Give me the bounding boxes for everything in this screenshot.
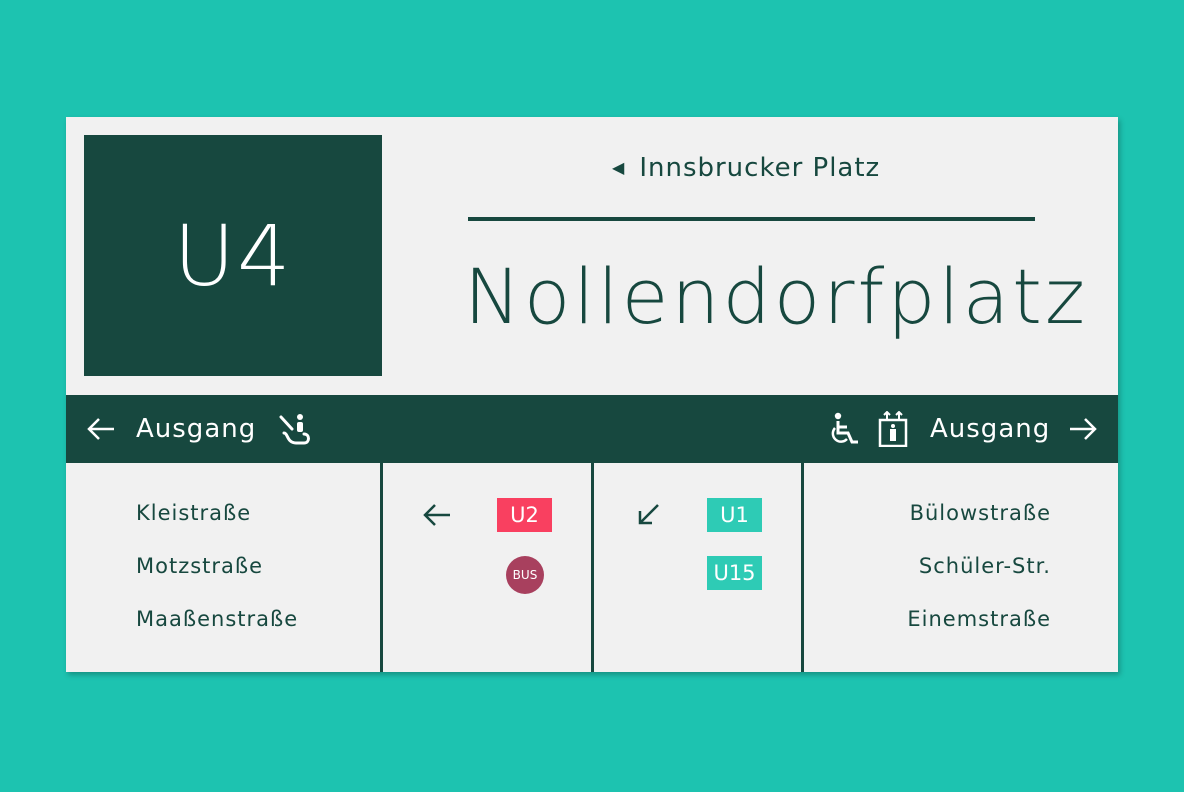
arrow-left-icon	[86, 395, 116, 463]
elevator-icon	[878, 395, 908, 463]
station-name: Nollendorfplatz	[464, 252, 1088, 341]
column-divider	[380, 463, 383, 672]
street-right: Einemstraße	[907, 607, 1051, 631]
line-badge-u15: U15	[707, 556, 762, 590]
direction-text: Innsbrucker Platz	[639, 153, 881, 183]
street-left: Maaßenstraße	[136, 607, 299, 631]
triangle-left-icon: ◀	[612, 158, 626, 177]
escalator-icon	[278, 395, 312, 463]
line-badge-u1: U1	[707, 498, 762, 532]
line-badge: U4	[84, 135, 382, 376]
street-right: Bülowstraße	[909, 501, 1051, 525]
divider	[468, 217, 1035, 221]
exit-left-label: Ausgang	[136, 414, 257, 444]
column-divider	[801, 463, 804, 672]
station-sign: U4 ◀ Innsbrucker Platz Nollendorfplatz Au…	[66, 117, 1118, 672]
arrow-left-icon	[422, 501, 452, 534]
arrow-down-left-icon	[636, 501, 662, 534]
line-badge-u2: U2	[497, 498, 552, 532]
street-right: Schüler-Str.	[918, 554, 1051, 578]
wheelchair-icon	[830, 395, 862, 463]
street-left: Kleistraße	[136, 501, 252, 525]
street-left: Motzstraße	[136, 554, 264, 578]
column-divider	[591, 463, 594, 672]
exit-bar: Ausgang Ausgang	[66, 395, 1118, 463]
connections-area: Kleistraße Motzstraße Maaßenstraße U2 BU…	[66, 463, 1118, 672]
arrow-right-icon	[1068, 395, 1098, 463]
direction-label: ◀ Innsbrucker Platz	[612, 153, 880, 183]
bus-badge: BUS	[506, 556, 544, 594]
exit-right-label: Ausgang	[930, 414, 1051, 444]
